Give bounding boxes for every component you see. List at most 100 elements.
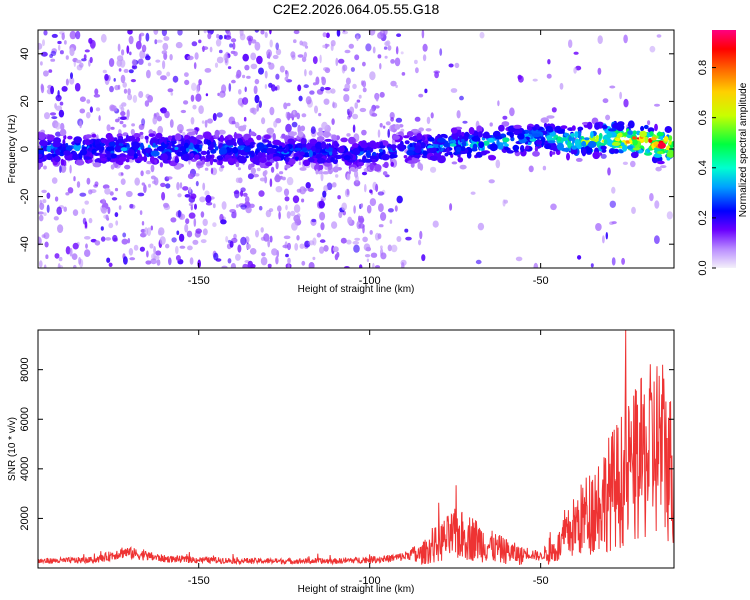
spectrogram-ridge-cell	[471, 135, 481, 142]
spectrogram-noise-cell	[167, 88, 174, 93]
spectrogram-ridge-cell	[167, 135, 173, 140]
spectrogram-noise-cell	[375, 93, 379, 102]
spectrogram-ridge-cell	[571, 125, 576, 131]
spectrogram-ridge-cell	[139, 131, 144, 136]
spectrogram-noise-cell	[294, 243, 299, 251]
spectrogram-noise-cell	[236, 69, 242, 78]
spectrogram-ridge-cell	[449, 143, 457, 147]
spectrogram-noise-cell	[193, 62, 197, 70]
spectrogram-noise-cell	[93, 94, 101, 98]
spectrogram-noise-cell	[139, 246, 145, 252]
spectrogram-noise-cell	[51, 116, 58, 120]
spectrogram-ridge-cell	[586, 121, 593, 130]
spectrogram-noise-cell	[387, 244, 392, 252]
spectrogram-noise-cell	[40, 61, 43, 66]
spectrogram-x-ticks: -150 -100 -50	[188, 30, 549, 287]
spectrogram-noise-cell	[48, 69, 53, 73]
spectrogram-noise-cell	[298, 161, 302, 166]
spectrogram-noise-cell	[184, 194, 191, 198]
spectrogram-noise-cell	[372, 46, 376, 54]
spectrogram-ridge-cell	[394, 124, 401, 130]
spectrogram-panel: -150 -100 -50 -40 -20 0 20 40 Height of straig…	[7, 29, 675, 295]
spectrogram-noise-cell	[430, 112, 434, 119]
spectrogram-noise-cell	[380, 212, 387, 221]
spectrogram-ridge-cell	[83, 156, 92, 160]
spectrogram-ridge-cell	[349, 166, 356, 172]
spectrogram-noise-cell	[350, 67, 355, 72]
spectrogram-noise-cell	[383, 46, 388, 50]
spectrogram-noise-cell	[320, 222, 325, 231]
spectrogram-ridge-cell	[248, 164, 252, 171]
spectrogram-noise-cell	[84, 236, 91, 240]
spectrogram-noise-cell	[551, 107, 557, 113]
spectrogram-noise-cell	[318, 127, 323, 132]
spectrogram-noise-cell	[106, 124, 111, 132]
spectrogram-noise-cell	[267, 263, 272, 268]
spectrogram-noise-cell	[205, 201, 213, 206]
spectrogram-noise-cell	[379, 91, 385, 98]
spectrogram-noise-cell	[325, 43, 330, 47]
spectrogram-noise-cell	[170, 92, 174, 96]
spectrogram-noise-cell	[346, 239, 352, 245]
spectrogram-noise-cell	[127, 93, 133, 101]
spectrogram-ridge-cell	[266, 147, 276, 154]
spectrogram-ridge-cell	[140, 142, 144, 150]
spectrogram-ridge-cell	[295, 156, 299, 161]
colorbar-tick-label: 0.8	[697, 60, 709, 75]
spectrogram-noise-cell	[395, 46, 399, 55]
spectrogram-noise-cell	[57, 224, 64, 234]
spectrogram-ridge-cell	[266, 127, 275, 135]
spectrogram-noise-cell	[278, 211, 281, 220]
spectrogram-ridge-cell	[430, 156, 439, 161]
spectrogram-noise-cell	[162, 60, 166, 70]
spectrogram-ridge-cell	[55, 148, 60, 155]
spectrogram-noise-cell	[200, 211, 205, 218]
spectrogram-noise-cell	[190, 193, 197, 200]
spectrogram-noise-cell	[151, 253, 157, 261]
spectrogram-noise-cell	[242, 263, 249, 268]
y-tick-label: 2000	[19, 506, 31, 530]
spectrogram-noise-cell	[259, 177, 266, 182]
spectrogram-ridge-cell	[52, 141, 61, 148]
spectrogram-noise-cell	[79, 62, 84, 68]
spectrogram-noise-cell	[322, 32, 327, 38]
spectrogram-noise-cell	[377, 191, 385, 196]
spectrogram-noise-cell	[308, 262, 315, 268]
spectrogram-noise-cell	[353, 205, 356, 214]
spectrogram-noise-cell	[275, 42, 280, 50]
spectrogram-ridge-cell	[190, 152, 194, 157]
spectrogram-ridge-cell	[417, 161, 422, 170]
spectrogram-noise-cell	[231, 79, 236, 84]
spectrogram-ridge-cell	[216, 155, 224, 161]
spectrogram-noise-cell	[359, 264, 363, 268]
spectrogram-ridge-cell	[495, 136, 503, 140]
spectrogram-noise-cell	[50, 50, 57, 57]
spectrogram-noise-cell	[178, 233, 185, 242]
spectrogram-noise-cell	[346, 188, 350, 196]
spectrogram-noise-cell	[285, 204, 288, 211]
spectrogram-noise-cell	[600, 153, 607, 159]
spectrogram-ridge-cell	[324, 138, 333, 142]
spectrogram-ridge-cell	[141, 148, 147, 155]
spectrogram-noise-cell	[297, 54, 304, 58]
spectrogram-ridge-cell	[560, 125, 568, 130]
snr-series-line	[38, 330, 674, 566]
spectrogram-noise-cell	[191, 82, 197, 92]
spectrogram-ridge-cell	[152, 142, 156, 148]
spectrogram-noise-cell	[382, 171, 388, 176]
spectrogram-noise-cell	[568, 39, 573, 48]
spectrogram-noise-cell	[38, 42, 43, 50]
spectrogram-noise-cell	[404, 228, 409, 233]
spectrogram-noise-cell	[185, 218, 190, 225]
spectrogram-noise-cell	[195, 84, 200, 94]
spectrogram-ridge-cell	[315, 169, 319, 175]
spectrogram-noise-cell	[176, 182, 180, 191]
spectrogram-noise-cell	[132, 94, 138, 103]
spectrogram-ridge-cell	[218, 129, 226, 135]
spectrogram-ridge-cell	[632, 130, 637, 135]
spectrogram-noise-cell	[479, 31, 485, 39]
spectrogram-noise-cell	[117, 84, 121, 90]
spectrogram-ridge-cell	[333, 154, 343, 160]
spectrogram-noise-cell	[573, 67, 577, 74]
spectrogram-noise-cell	[150, 258, 157, 265]
